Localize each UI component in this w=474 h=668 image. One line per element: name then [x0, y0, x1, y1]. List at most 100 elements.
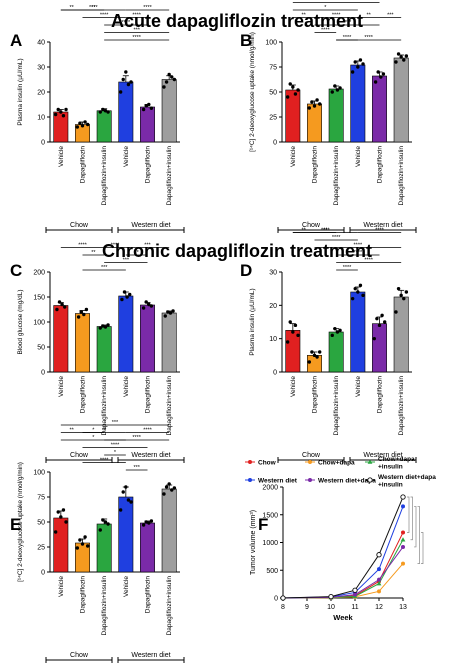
data-point — [291, 85, 295, 89]
data-point — [166, 310, 170, 314]
bar — [307, 103, 322, 143]
data-point — [168, 311, 173, 315]
y-tick-label: 150 — [33, 295, 45, 302]
category-label: Dapagliflozin — [377, 376, 384, 414]
data-point — [358, 58, 363, 62]
x-tick-label: 10 — [327, 604, 335, 611]
y-tick-label: 10 — [37, 115, 45, 122]
data-point — [53, 530, 58, 534]
bar — [393, 57, 409, 143]
data-point — [144, 520, 148, 524]
data-point — [380, 313, 384, 318]
x-tick-label: 8 — [281, 604, 285, 611]
data-point — [106, 110, 110, 114]
data-point — [106, 323, 110, 327]
y-tick-label: 0 — [273, 140, 277, 147]
series-marker — [401, 504, 405, 509]
data-point — [82, 312, 86, 317]
data-point — [101, 518, 105, 522]
legend-marker — [308, 478, 312, 482]
data-point — [338, 328, 342, 333]
data-point — [373, 80, 378, 84]
data-point — [356, 290, 360, 294]
series-marker — [376, 552, 382, 558]
legend-label: Western diet — [258, 478, 298, 485]
group-label: Chow — [70, 652, 89, 659]
bar — [161, 312, 177, 373]
series-marker — [377, 577, 381, 582]
y-tick-label: 30 — [37, 65, 45, 72]
category-label: Vehicle — [123, 146, 130, 167]
bar — [328, 88, 344, 143]
y-tick-label: 0 — [41, 570, 45, 577]
significance-label: *** — [101, 265, 108, 271]
legend-marker — [248, 460, 252, 464]
data-point — [61, 508, 66, 512]
y-tick-label: 10 — [269, 336, 277, 343]
significance-label: ** — [302, 13, 307, 19]
category-label: Dapagliflozin+insulin — [101, 576, 108, 636]
group-label: Western diet — [363, 222, 402, 229]
y-tick-label: 0 — [274, 596, 278, 603]
significance-label: **** — [111, 243, 120, 249]
data-point — [288, 82, 292, 86]
series-marker — [377, 589, 381, 594]
panel-e: E 0 25 50 75 100 [¹⁴C] 2-deoxyglucose uptake (… — [10, 420, 185, 663]
category-label: Dapagliflozin+insulin — [166, 576, 173, 636]
bar — [140, 106, 155, 143]
panel-label: B — [240, 31, 252, 50]
data-point — [164, 485, 169, 489]
data-point — [59, 515, 63, 519]
bar — [350, 64, 366, 143]
data-point — [167, 482, 171, 486]
data-point — [356, 65, 360, 69]
significance-label: **** — [143, 5, 152, 11]
data-point — [147, 102, 151, 107]
data-point — [101, 107, 105, 112]
legend-label-cont: +insulin — [378, 464, 403, 471]
y-tick-label: 20 — [269, 303, 277, 310]
significance-label: ** — [70, 5, 75, 11]
data-point — [120, 297, 124, 302]
data-point — [350, 70, 355, 74]
data-point — [330, 333, 334, 338]
y-tick-label: 75 — [37, 495, 45, 502]
group-label: Chow — [302, 452, 321, 459]
data-point — [396, 52, 401, 56]
category-label: Dapagliflozin+insulin — [101, 376, 108, 436]
data-point — [53, 112, 58, 117]
data-point — [86, 544, 90, 548]
data-point — [126, 498, 131, 502]
y-tick-label: 50 — [37, 520, 45, 527]
y-tick-label: 200 — [33, 270, 45, 277]
data-point — [350, 296, 355, 301]
data-point — [118, 90, 123, 94]
data-point — [396, 286, 401, 291]
category-label: Vehicle — [58, 576, 65, 597]
data-point — [394, 60, 398, 64]
significance-label: *** — [123, 258, 130, 264]
data-point — [75, 546, 80, 550]
y-axis-label: Plasma insulin (µU/mL) — [17, 58, 24, 125]
acute-heading: Acute dapagliflozin treatment — [111, 11, 363, 31]
data-point — [103, 520, 108, 524]
bar — [140, 522, 155, 573]
y-tick-label: 1500 — [262, 512, 278, 519]
panel-d: D 0 10 20 30 Plasma insulin (µU/mL) Vehicle Dap… — [240, 228, 417, 463]
bar — [75, 313, 90, 373]
panel-label: E — [10, 515, 21, 534]
data-point — [335, 88, 340, 92]
significance-label: **** — [321, 228, 330, 234]
significance-label: **** — [89, 5, 98, 11]
category-label: Dapagliflozin — [312, 146, 319, 184]
data-point — [121, 77, 125, 82]
chronic-heading: Chronic dapagliflozin treatment — [102, 241, 372, 261]
category-label: Dapagliflozin+insulin — [166, 146, 173, 206]
panel-f: F 0 500 1000 1500 2000 8 9 10 11 12 13 Week Tumor vol… — [245, 456, 436, 622]
y-tick-label: 0 — [41, 370, 45, 377]
category-label: Dapagliflozin — [145, 376, 152, 414]
data-point — [171, 309, 175, 313]
panel-label: D — [240, 261, 252, 280]
category-label: Vehicle — [355, 146, 362, 167]
x-axis-label: Week — [333, 613, 353, 622]
